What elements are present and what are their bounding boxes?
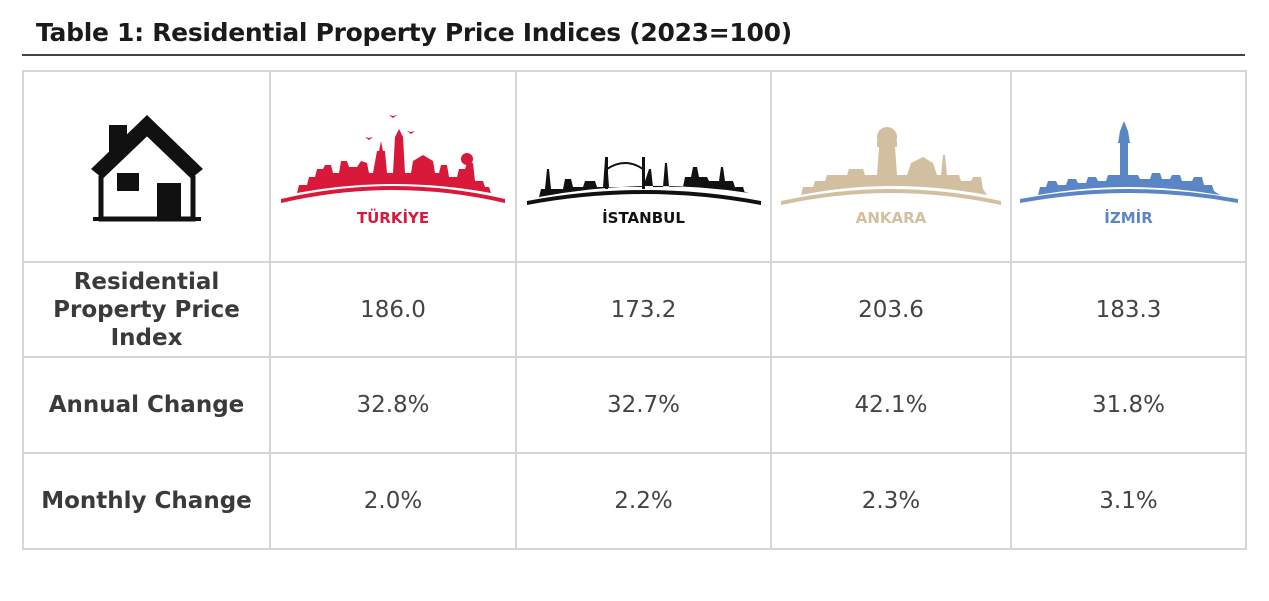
cell-value: 3.1% bbox=[1010, 452, 1247, 550]
turkiye-skyline-icon bbox=[281, 114, 505, 203]
cell-value: 183.3 bbox=[1010, 261, 1247, 358]
table-row: Monthly Change 2.0% 2.2% 2.3% 3.1% bbox=[22, 452, 1247, 550]
row-label-annual-change: Annual Change bbox=[22, 356, 271, 454]
header-city-ankara: ANKARA bbox=[770, 70, 1012, 263]
table-row: Annual Change 32.8% 32.7% 42.1% 31.8% bbox=[22, 356, 1247, 454]
city-name-izmir: İZMİR bbox=[1104, 208, 1153, 227]
row-label-price-index: Residential Property Price Index bbox=[22, 261, 271, 358]
city-name-turkiye: TÜRKİYE bbox=[356, 208, 430, 227]
cell-value: 31.8% bbox=[1010, 356, 1247, 454]
cell-value: 2.2% bbox=[515, 452, 772, 550]
price-index-table: TÜRKİYE İSTANBUL bbox=[22, 70, 1247, 550]
table-title: Table 1: Residential Property Price Indi… bbox=[36, 18, 792, 47]
cell-value: 32.7% bbox=[515, 356, 772, 454]
city-name-ankara: ANKARA bbox=[855, 208, 927, 227]
cell-value: 203.6 bbox=[770, 261, 1012, 358]
cell-value: 186.0 bbox=[269, 261, 517, 358]
header-icon-cell bbox=[22, 70, 271, 263]
title-divider bbox=[22, 54, 1245, 56]
cell-value: 42.1% bbox=[770, 356, 1012, 454]
city-name-istanbul: İSTANBUL bbox=[602, 208, 685, 227]
house-icon bbox=[90, 114, 203, 221]
ankara-skyline-icon bbox=[781, 126, 1001, 205]
cell-value: 173.2 bbox=[515, 261, 772, 358]
header-row: TÜRKİYE İSTANBUL bbox=[22, 70, 1247, 263]
cell-value: 32.8% bbox=[269, 356, 517, 454]
row-label-monthly-change: Monthly Change bbox=[22, 452, 271, 550]
istanbul-skyline-icon bbox=[526, 156, 761, 205]
cell-value: 2.0% bbox=[269, 452, 517, 550]
table-row: Residential Property Price Index 186.0 1… bbox=[22, 261, 1247, 358]
izmir-skyline-icon bbox=[1019, 120, 1238, 203]
header-city-izmir: İZMİR bbox=[1010, 70, 1247, 263]
header-city-turkiye: TÜRKİYE bbox=[269, 70, 517, 263]
cell-value: 2.3% bbox=[770, 452, 1012, 550]
header-city-istanbul: İSTANBUL bbox=[515, 70, 772, 263]
